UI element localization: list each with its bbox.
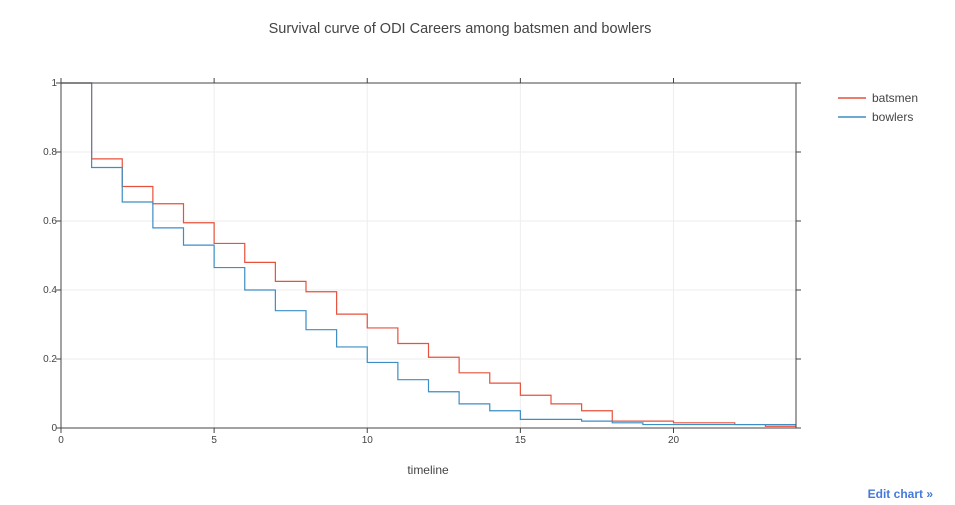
series-line-bowlers [61, 82, 796, 426]
legend-item-bowlers[interactable]: bowlers [838, 110, 913, 124]
series-line-batsmen [61, 82, 796, 427]
y-tick-label: 0 [51, 423, 57, 434]
y-tick-label: 0.4 [43, 285, 57, 296]
x-tick-label: 15 [515, 435, 527, 446]
legend-item-batsmen[interactable]: batsmen [838, 91, 918, 105]
legend[interactable]: batsmen bowlers [838, 91, 918, 124]
legend-label: batsmen [872, 91, 918, 105]
edit-chart-link[interactable]: Edit chart » [867, 487, 933, 501]
axis-ticks [56, 78, 801, 433]
plot-frame [60, 82, 797, 429]
axis-tick-labels: 0 5 10 15 20 0 0.2 0.4 0.6 0.8 1 [43, 78, 679, 446]
x-axis-label: timeline [407, 463, 449, 477]
x-tick-label: 5 [211, 435, 217, 446]
x-tick-label: 20 [668, 435, 680, 446]
grid-lines [61, 83, 796, 428]
x-tick-label: 10 [362, 435, 374, 446]
y-tick-label: 1 [51, 78, 57, 89]
x-tick-label: 0 [58, 435, 64, 446]
series-lines [61, 82, 796, 427]
chart-title: Survival curve of ODI Careers among bats… [269, 21, 652, 37]
y-tick-label: 0.6 [43, 216, 57, 227]
legend-label: bowlers [872, 110, 913, 124]
y-tick-label: 0.2 [43, 354, 57, 365]
y-tick-label: 0.8 [43, 147, 57, 158]
